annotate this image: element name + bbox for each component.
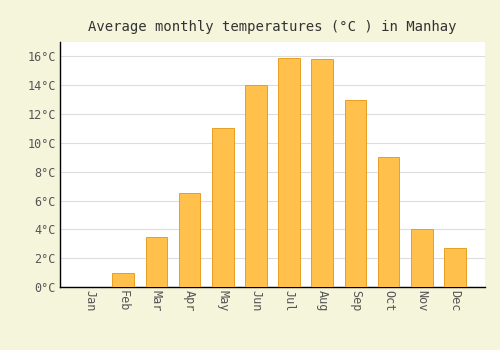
Bar [444,248,466,287]
Bar [312,59,333,287]
Bar [212,128,234,287]
Bar [378,157,400,287]
Bar [245,85,266,287]
Bar [146,237,167,287]
Bar [112,273,134,287]
Bar [179,193,201,287]
Title: Average monthly temperatures (°C ) in Manhay: Average monthly temperatures (°C ) in Ma… [88,20,457,34]
Bar [278,58,300,287]
Bar [344,100,366,287]
Bar [411,229,432,287]
